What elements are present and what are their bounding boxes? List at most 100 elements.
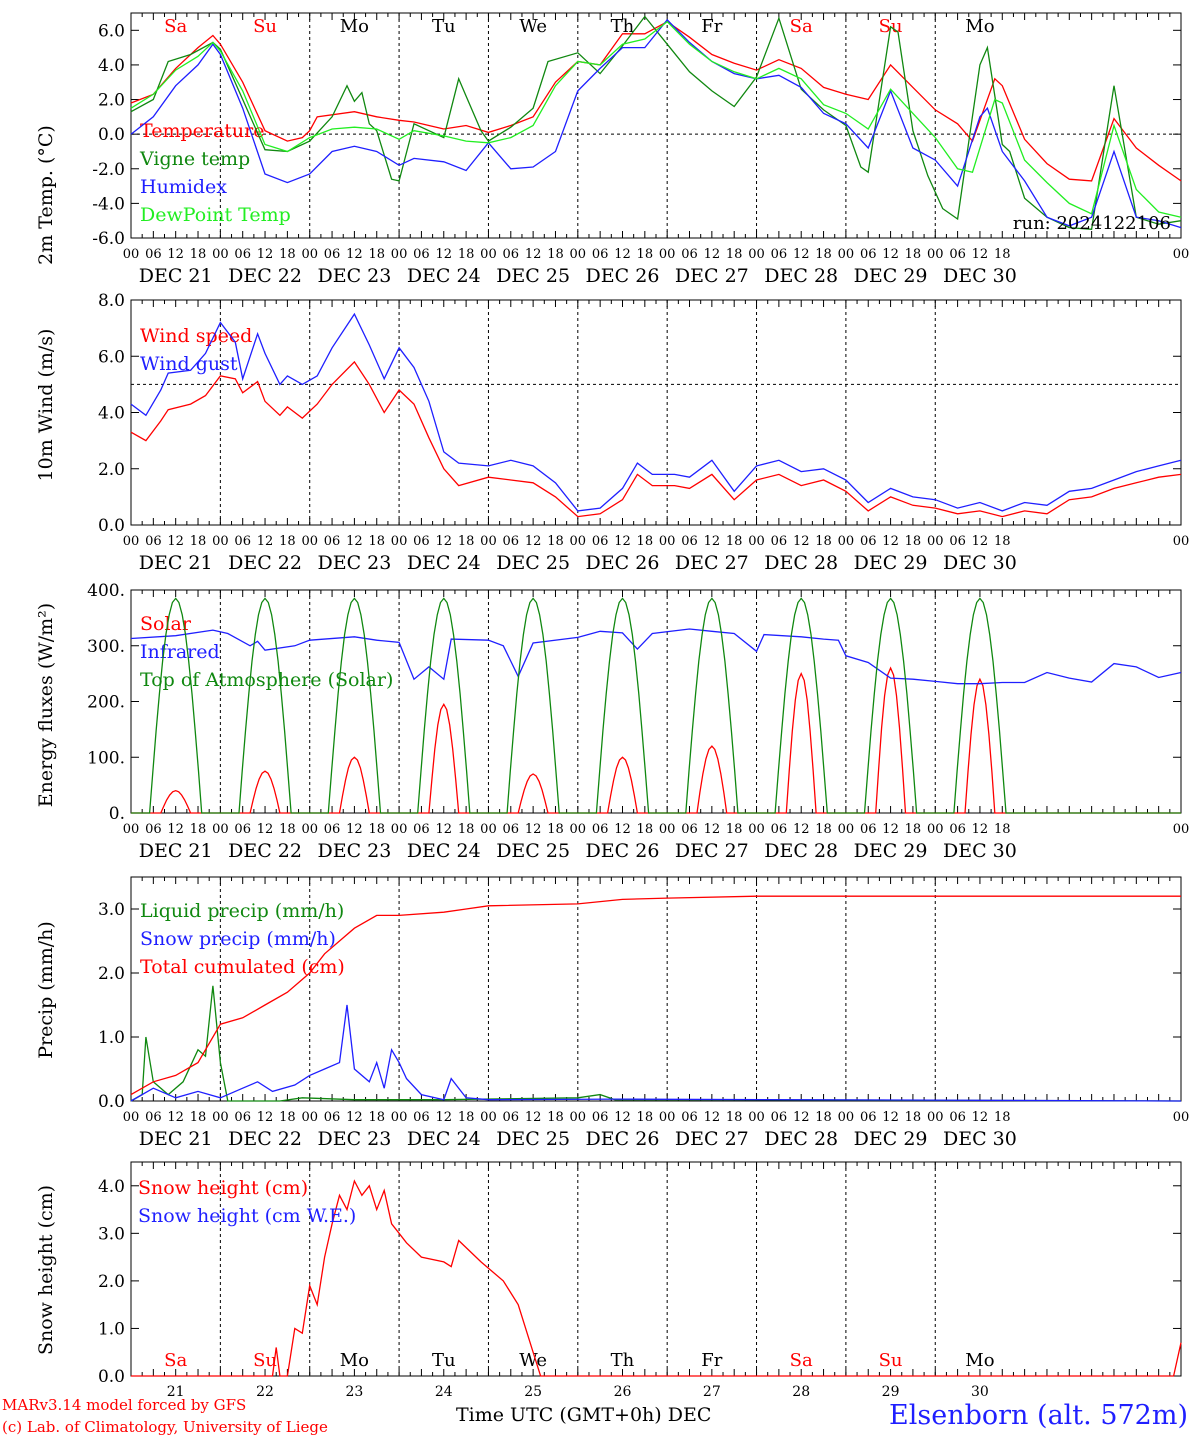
date-label: DEC 26 <box>586 265 660 287</box>
hour-label: 18 <box>279 534 296 549</box>
hour-label: 00 <box>391 534 408 549</box>
legend-entry: Total cumulated (cm) <box>140 956 345 978</box>
hour-label: 18 <box>815 1110 832 1125</box>
series-line <box>130 20 1182 182</box>
hour-label: 06 <box>860 822 877 837</box>
hour-label: 12 <box>704 822 721 837</box>
y-tick-label: 400. <box>87 581 125 601</box>
y-tick-label: 0.0 <box>98 516 125 536</box>
hour-label: 18 <box>726 1110 743 1125</box>
hour-label: 12 <box>346 822 363 837</box>
hour-label: 06 <box>234 822 251 837</box>
y-tick-label: 6.0 <box>98 347 125 367</box>
hour-label: 12 <box>882 822 899 837</box>
hour-label: 00 <box>838 247 855 262</box>
weekday-label: Mo <box>965 16 994 37</box>
hour-label: 00 <box>123 822 140 837</box>
hour-label: 00 <box>480 822 497 837</box>
hour-label: 06 <box>681 247 698 262</box>
date-label: DEC 24 <box>407 265 481 287</box>
series-line <box>130 15 1182 230</box>
hour-label: 06 <box>592 247 609 262</box>
hour-label: 18 <box>190 822 207 837</box>
y-tick-label: -6.0 <box>92 229 125 249</box>
hour-label: 00 <box>480 534 497 549</box>
hour-label: 12 <box>793 247 810 262</box>
legend-entry: Vigne temp <box>139 148 250 170</box>
hour-label: 06 <box>592 1110 609 1125</box>
legend-entry: Snow height (cm W.E.) <box>138 1205 356 1227</box>
y-tick-label: 2.0 <box>98 91 125 111</box>
y-axis-label: 2m Temp. (°C) <box>35 125 57 265</box>
hour-label: 18 <box>368 1110 385 1125</box>
hour-label: 12 <box>972 247 989 262</box>
date-label: 21 <box>167 1384 185 1400</box>
date-label: DEC 26 <box>586 1128 660 1150</box>
y-tick-label: 2.0 <box>98 1272 125 1292</box>
lab-credit: (c) Lab. of Climatology, University of L… <box>2 1418 328 1436</box>
date-label: DEC 21 <box>139 552 213 574</box>
hour-label: 00 <box>570 247 587 262</box>
y-tick-label: 0. <box>109 804 125 824</box>
date-label: DEC 25 <box>496 265 570 287</box>
date-label: DEC 30 <box>943 1128 1017 1150</box>
y-tick-label: 0.0 <box>98 1367 125 1387</box>
weekday-label: Tu <box>432 1350 456 1371</box>
hour-label: 00 <box>659 247 676 262</box>
hour-label: 18 <box>905 534 922 549</box>
hour-label: 18 <box>994 822 1011 837</box>
weekday-label: We <box>519 16 547 37</box>
hour-label: 06 <box>949 822 966 837</box>
date-label: DEC 21 <box>139 265 213 287</box>
hour-label: 00 <box>927 534 944 549</box>
hour-label: 06 <box>949 534 966 549</box>
y-tick-label: 3.0 <box>98 900 125 920</box>
hour-label: 18 <box>905 247 922 262</box>
legend-entry: Temperature <box>140 120 264 142</box>
hour-label: 18 <box>368 822 385 837</box>
hour-label: 06 <box>503 534 520 549</box>
hour-label: 18 <box>994 1110 1011 1125</box>
hour-label: 00 <box>391 247 408 262</box>
hour-label: 06 <box>324 247 341 262</box>
hour-label: 18 <box>458 1110 475 1125</box>
legend-entry: Wind gust <box>140 353 238 375</box>
hour-label: 06 <box>145 1110 162 1125</box>
date-label: DEC 25 <box>496 1128 570 1150</box>
model-credit: MARv3.14 model forced by GFS <box>2 1396 247 1414</box>
hour-label: 00 <box>301 822 318 837</box>
date-label: DEC 27 <box>675 1128 749 1150</box>
weekday-label: Mo <box>965 1350 994 1371</box>
hour-label: 12 <box>614 1110 631 1125</box>
date-label: DEC 24 <box>407 1128 481 1150</box>
y-tick-label: 2.0 <box>98 460 125 480</box>
date-label: 30 <box>971 1384 989 1400</box>
date-label: DEC 27 <box>675 552 749 574</box>
hour-label: 18 <box>726 247 743 262</box>
series-line <box>130 20 1182 218</box>
hour-label: 18 <box>368 247 385 262</box>
hour-label: 06 <box>860 534 877 549</box>
hour-label: 06 <box>771 822 788 837</box>
hour-label: 12 <box>793 534 810 549</box>
hour-label: 00 <box>391 822 408 837</box>
hour-label: 12 <box>257 534 274 549</box>
hour-label: 12 <box>882 247 899 262</box>
weekday-label: Th <box>611 1350 635 1371</box>
hour-label: 00 <box>212 247 229 262</box>
hour-label: 12 <box>525 822 542 837</box>
series-line <box>130 985 1182 1102</box>
hour-label: 00 <box>570 534 587 549</box>
hour-label: 06 <box>145 822 162 837</box>
hour-label: 00 <box>570 822 587 837</box>
legend-entry: Solar <box>140 613 192 635</box>
date-label: DEC 26 <box>586 840 660 862</box>
date-label: DEC 28 <box>764 552 838 574</box>
date-label: DEC 23 <box>317 1128 391 1150</box>
hour-label: 00 <box>1173 822 1190 837</box>
hour-label: 06 <box>681 534 698 549</box>
hour-label: 00 <box>480 1110 497 1125</box>
series-line <box>130 1004 1182 1102</box>
date-label: DEC 22 <box>228 552 302 574</box>
